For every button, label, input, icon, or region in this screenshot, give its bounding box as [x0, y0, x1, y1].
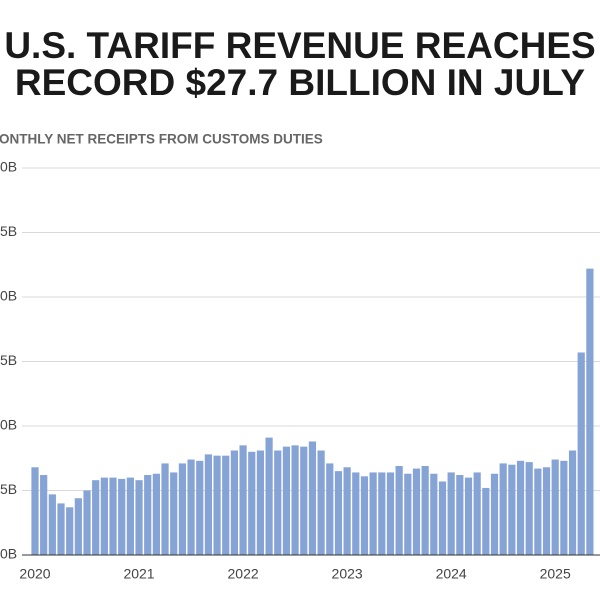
bar — [109, 477, 117, 555]
bar — [586, 268, 594, 555]
bar — [265, 437, 273, 555]
bar — [352, 472, 360, 555]
chart-title: RECORD $27.7 BILLION IN JULY — [15, 62, 586, 103]
bar — [499, 463, 507, 555]
y-tick-label: 5B — [0, 481, 17, 497]
bar — [473, 472, 481, 555]
x-tick-label: 2025 — [540, 566, 571, 582]
bar — [421, 465, 429, 555]
chart-subtitle: ONTHLY NET RECEIPTS FROM CUSTOMS DUTIES — [0, 132, 323, 147]
y-tick-label: 0B — [0, 159, 17, 175]
bar — [386, 472, 395, 555]
bar — [92, 480, 100, 555]
bar — [482, 487, 490, 555]
bar — [430, 473, 438, 555]
x-tick-label: 2024 — [436, 566, 467, 582]
bar — [369, 472, 377, 555]
bar — [516, 460, 525, 555]
bar — [74, 498, 82, 555]
bar — [204, 454, 212, 555]
bar — [256, 450, 265, 555]
bar — [508, 464, 516, 555]
bar — [438, 481, 447, 555]
bar — [170, 472, 178, 555]
bar — [456, 475, 464, 555]
bar — [534, 468, 542, 555]
bar — [100, 477, 108, 555]
x-tick-label: 2022 — [228, 566, 259, 582]
tick-label-bg — [0, 352, 20, 371]
bar — [248, 451, 256, 555]
bar — [326, 463, 334, 555]
bar — [118, 478, 126, 555]
bar — [83, 490, 91, 555]
bar — [126, 477, 134, 555]
bar — [135, 480, 143, 555]
tick-label-bg — [0, 481, 20, 500]
bar — [317, 450, 325, 555]
y-tick-label: 5B — [0, 352, 17, 368]
x-tick-label: 2021 — [123, 566, 154, 582]
bar — [239, 445, 247, 555]
y-tick-label: 0B — [0, 288, 17, 304]
bar — [308, 441, 317, 555]
bar — [464, 477, 473, 555]
bar — [404, 473, 412, 555]
bar — [490, 473, 499, 555]
tick-label-bg — [0, 223, 20, 242]
bar — [161, 463, 169, 555]
bar — [57, 503, 65, 555]
bar — [577, 352, 585, 555]
bar — [343, 467, 351, 555]
bar — [568, 450, 577, 555]
y-tick-label: 5B — [0, 223, 17, 239]
tick-label-bg — [0, 546, 20, 564]
bar — [378, 472, 386, 555]
tick-label-bg — [0, 288, 20, 306]
bar — [144, 475, 152, 555]
bar — [230, 450, 239, 555]
bar — [178, 463, 186, 555]
bar — [334, 471, 343, 555]
bar — [525, 462, 533, 555]
bar — [213, 455, 221, 555]
bar — [560, 460, 568, 555]
bar — [40, 475, 48, 555]
bar — [447, 472, 455, 555]
bar — [66, 507, 74, 555]
bar — [542, 467, 551, 555]
x-tick-label: 2020 — [19, 566, 50, 582]
bar — [152, 473, 160, 555]
bar — [551, 459, 559, 555]
bar — [412, 468, 421, 555]
y-tick-label: 0B — [0, 546, 17, 562]
bar — [222, 455, 230, 555]
tick-label-bg — [0, 159, 20, 177]
bar — [196, 460, 204, 555]
bar — [300, 446, 308, 555]
bar — [274, 450, 282, 555]
bar — [31, 467, 39, 555]
tick-label-bg — [0, 417, 20, 435]
chart-title: U.S. TARIFF REVENUE REACHES — [4, 25, 595, 66]
y-tick-label: 0B — [0, 417, 17, 433]
bar — [291, 445, 299, 555]
bar — [48, 494, 56, 555]
bar — [282, 446, 291, 555]
bar — [187, 459, 195, 555]
bar — [360, 476, 369, 555]
x-tick-label: 2023 — [332, 566, 363, 582]
bar — [395, 465, 403, 555]
